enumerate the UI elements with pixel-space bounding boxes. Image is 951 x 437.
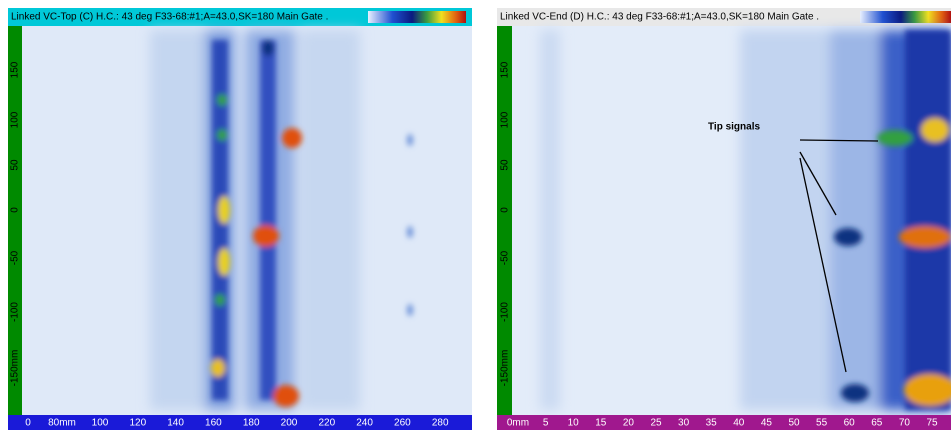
y-tick-label: -50 bbox=[500, 250, 511, 265]
x-tick-label: 10 bbox=[568, 418, 580, 429]
x-tick-label: 40 bbox=[733, 418, 745, 429]
scan-texture bbox=[150, 30, 360, 410]
panel-title: Linked VC-Top (C) H.C.: 43 deg F33-68:#1… bbox=[11, 12, 328, 23]
x-tick-label: 50 bbox=[788, 418, 800, 429]
x-tick-label: 70 bbox=[899, 418, 911, 429]
x-tick-label: 120 bbox=[129, 418, 146, 429]
y-tick-label: -50 bbox=[10, 250, 21, 265]
x-tick-label: 60 bbox=[844, 418, 856, 429]
y-tick-label: 50 bbox=[500, 159, 511, 171]
x-tick-label: 15 bbox=[595, 418, 607, 429]
right-panel: Linked VC-End (D) H.C.: 43 deg F33-68:#1… bbox=[497, 8, 951, 430]
left-panel: Linked VC-Top (C) H.C.: 43 deg F33-68:#1… bbox=[8, 8, 472, 430]
x-tick-label: 35 bbox=[706, 418, 718, 429]
y-tick-label: 0 bbox=[10, 207, 21, 213]
x-tick-label: 0mm bbox=[507, 418, 529, 429]
x-tick-label: 280 bbox=[432, 418, 449, 429]
x-axis-strip bbox=[497, 415, 951, 430]
y-tick-label: 150 bbox=[500, 61, 511, 78]
x-tick-label: 100 bbox=[92, 418, 109, 429]
screen: Linked VC-Top (C) H.C.: 43 deg F33-68:#1… bbox=[0, 0, 951, 437]
annotation: Tip signals bbox=[708, 122, 760, 133]
x-tick-label: 45 bbox=[761, 418, 773, 429]
panel-title: Linked VC-End (D) H.C.: 43 deg F33-68:#1… bbox=[500, 12, 819, 23]
y-tick-label: -100 bbox=[500, 302, 511, 322]
x-tick-label: 55 bbox=[816, 418, 828, 429]
x-tick-label: 220 bbox=[318, 418, 335, 429]
y-tick-label: -150mm bbox=[10, 350, 21, 387]
x-tick-label: 140 bbox=[167, 418, 184, 429]
y-tick-label: -100 bbox=[10, 302, 21, 322]
y-tick-label: 100 bbox=[10, 111, 21, 128]
x-tick-label: 5 bbox=[543, 418, 549, 429]
y-tick-label: -150mm bbox=[500, 350, 511, 387]
x-tick-label: 65 bbox=[871, 418, 883, 429]
y-tick-label: 50 bbox=[10, 159, 21, 171]
x-tick-label: 240 bbox=[356, 418, 373, 429]
y-tick-label: 150 bbox=[10, 61, 21, 78]
x-tick-label: 180 bbox=[243, 418, 260, 429]
x-tick-label: 30 bbox=[678, 418, 690, 429]
y-tick-label: 100 bbox=[500, 111, 511, 128]
x-tick-label: 0 bbox=[25, 418, 31, 429]
x-tick-label: 200 bbox=[281, 418, 298, 429]
x-tick-label: 260 bbox=[394, 418, 411, 429]
x-tick-label: 75 bbox=[926, 418, 938, 429]
color-bar bbox=[860, 11, 951, 23]
color-bar bbox=[368, 11, 466, 23]
y-tick-label: 0 bbox=[500, 207, 511, 213]
x-tick-label: 160 bbox=[205, 418, 222, 429]
x-tick-label: 25 bbox=[650, 418, 662, 429]
x-tick-label: 20 bbox=[623, 418, 635, 429]
x-tick-label: 80mm bbox=[48, 418, 76, 429]
